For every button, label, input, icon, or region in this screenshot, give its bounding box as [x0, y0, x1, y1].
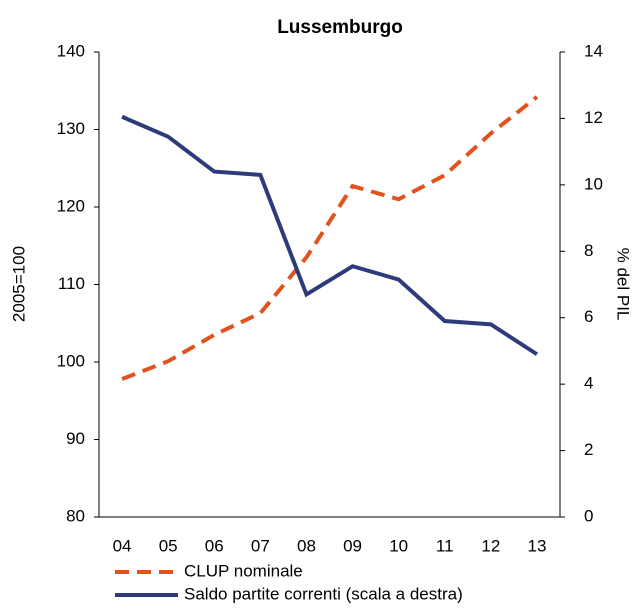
y2-tick-label: 12: [584, 108, 603, 127]
y2-tick-label: 6: [584, 307, 593, 326]
y-tick-label: 120: [57, 196, 85, 215]
y2-axis-label: % del PIL: [614, 248, 632, 321]
y-tick-label: 90: [66, 429, 85, 448]
x-tick-label: 11: [436, 536, 454, 555]
x-tick-label: 05: [159, 536, 178, 555]
y-tick-label: 140: [57, 41, 85, 60]
y2-tick-label: 0: [584, 506, 593, 525]
x-tick-label: 06: [205, 536, 224, 555]
series-line: [121, 114, 539, 356]
y2-tick-label: 2: [584, 440, 593, 459]
y-tick-label: 80: [66, 506, 85, 525]
x-tick-label: 12: [481, 536, 500, 555]
x-tick-label: 04: [113, 536, 132, 555]
legend-label: CLUP nominale: [184, 561, 303, 580]
x-tick-label: 07: [251, 536, 270, 555]
series-line: [121, 95, 539, 381]
y2-tick-label: 4: [584, 374, 593, 393]
legend-label: Saldo partite correnti (scala a destra): [184, 584, 463, 603]
y-tick-label: 100: [57, 351, 85, 370]
y-tick-label: 110: [58, 274, 85, 293]
y-tick-label: 130: [57, 119, 85, 138]
x-tick-label: 09: [343, 536, 362, 555]
x-tick-label: 08: [297, 536, 316, 555]
y2-tick-label: 10: [584, 174, 603, 193]
x-tick-label: 13: [527, 536, 546, 555]
chart-title: Lussemburgo: [277, 17, 403, 38]
y-axis-label: 2005=100: [9, 246, 28, 322]
x-tick-label: 10: [389, 536, 408, 555]
y2-tick-label: 14: [584, 41, 603, 60]
y2-tick-label: 8: [584, 241, 593, 260]
